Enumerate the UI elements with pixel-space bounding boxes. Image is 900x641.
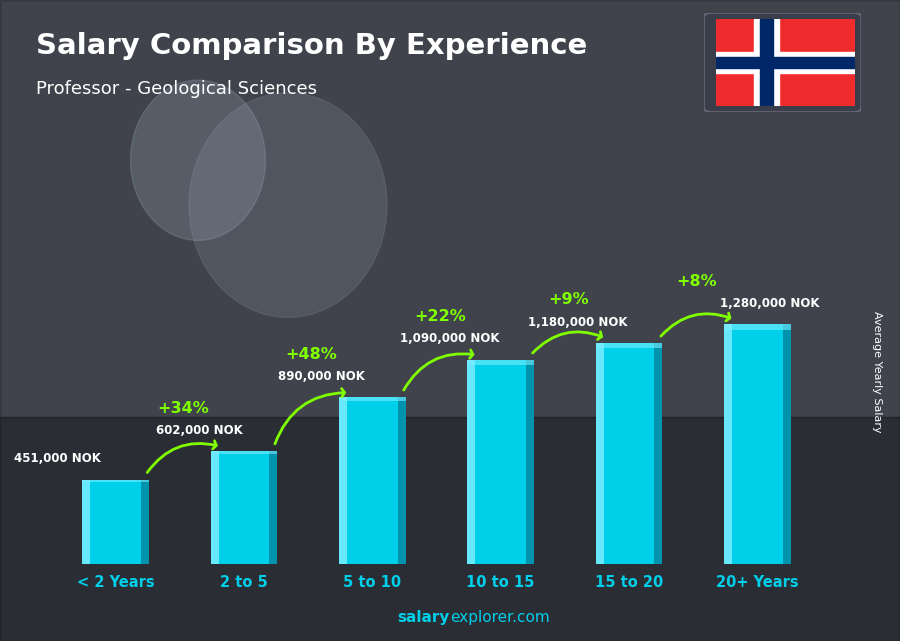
Bar	[783, 324, 791, 564]
Text: 1,090,000 NOK: 1,090,000 NOK	[400, 333, 500, 345]
Bar	[211, 451, 219, 564]
Bar	[596, 343, 662, 349]
Ellipse shape	[130, 80, 266, 240]
Bar	[724, 324, 732, 564]
Text: explorer.com: explorer.com	[450, 610, 550, 625]
Bar	[716, 57, 855, 68]
Bar	[339, 397, 406, 401]
Text: 602,000 NOK: 602,000 NOK	[156, 424, 242, 437]
Bar	[753, 19, 778, 106]
Text: 890,000 NOK: 890,000 NOK	[277, 370, 364, 383]
Bar	[0, 417, 900, 641]
Bar	[82, 479, 90, 564]
Ellipse shape	[189, 93, 387, 317]
Bar	[724, 324, 791, 564]
Bar	[760, 19, 772, 106]
Text: +8%: +8%	[676, 274, 717, 288]
FancyBboxPatch shape	[704, 13, 861, 112]
Bar	[654, 343, 662, 564]
Text: salary: salary	[398, 610, 450, 625]
Bar	[596, 343, 604, 564]
Bar	[211, 451, 277, 454]
Text: +34%: +34%	[158, 401, 209, 415]
Text: 1,180,000 NOK: 1,180,000 NOK	[528, 315, 627, 329]
Text: +9%: +9%	[548, 292, 589, 307]
Bar	[467, 360, 534, 365]
Text: 451,000 NOK: 451,000 NOK	[14, 452, 102, 465]
Bar	[398, 397, 406, 564]
Bar	[526, 360, 534, 564]
Text: +22%: +22%	[414, 309, 465, 324]
Text: Average Yearly Salary: Average Yearly Salary	[872, 311, 883, 433]
Text: 1,280,000 NOK: 1,280,000 NOK	[721, 297, 820, 310]
Bar	[211, 451, 277, 564]
Bar	[0, 0, 900, 417]
Text: +48%: +48%	[285, 347, 338, 362]
Bar	[82, 479, 149, 481]
Bar	[716, 52, 855, 73]
Text: Salary Comparison By Experience: Salary Comparison By Experience	[36, 32, 587, 60]
Bar	[141, 479, 149, 564]
Bar	[339, 397, 347, 564]
Bar	[467, 360, 534, 564]
Bar	[724, 324, 791, 330]
Text: Professor - Geological Sciences: Professor - Geological Sciences	[36, 80, 317, 98]
Bar	[269, 451, 277, 564]
Bar	[82, 479, 149, 564]
Bar	[339, 397, 406, 564]
Bar	[467, 360, 475, 564]
Bar	[596, 343, 662, 564]
